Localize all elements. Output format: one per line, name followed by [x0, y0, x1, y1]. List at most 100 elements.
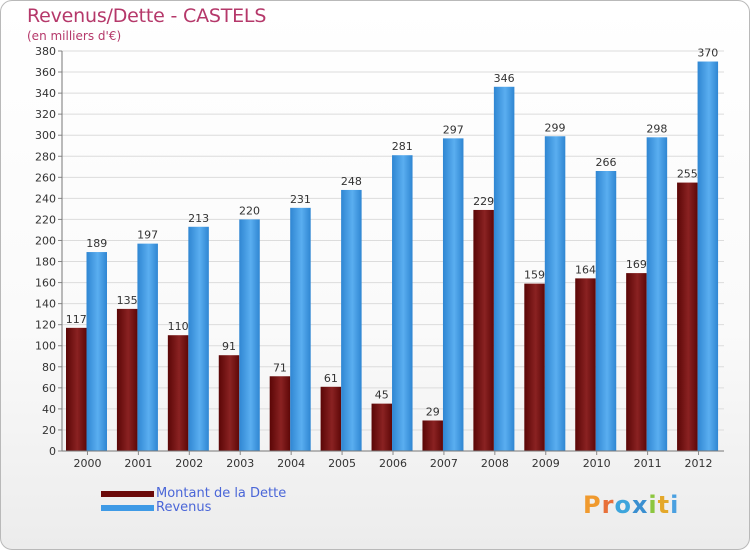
bar-debt: [626, 273, 647, 451]
y-tick-label: 120: [35, 319, 56, 332]
logo-letter: P: [583, 491, 602, 519]
legend-item-debt: Montant de la Dette: [101, 487, 286, 501]
data-label-debt: 255: [677, 168, 698, 181]
logo-letter: i: [648, 491, 658, 519]
bar-debt: [269, 376, 291, 451]
y-tick-label: 200: [35, 234, 56, 247]
bar-debt: [371, 403, 393, 451]
data-label-revenue: 370: [697, 47, 718, 60]
data-label-revenue: 346: [494, 72, 515, 85]
x-tick-label: 2002: [175, 457, 203, 470]
data-label-revenue: 189: [86, 237, 107, 250]
legend-label-debt: Montant de la Dette: [156, 486, 287, 501]
bar-debt: [473, 209, 494, 451]
x-tick-label: 2012: [685, 457, 713, 470]
data-label-debt: 169: [626, 258, 647, 271]
legend-swatch-debt: [101, 491, 154, 497]
y-tick-label: 320: [35, 108, 56, 121]
legend-item-revenue: Revenus: [101, 501, 286, 515]
bar-debt: [575, 278, 596, 451]
bar-revenue: [341, 189, 362, 451]
y-tick-label: 220: [35, 213, 56, 226]
x-tick-label: 2009: [532, 457, 560, 470]
y-tick-label: 360: [35, 66, 56, 79]
data-label-debt: 29: [426, 405, 440, 418]
x-tick-label: 2003: [226, 457, 254, 470]
data-label-revenue: 266: [595, 156, 616, 169]
data-label-debt: 117: [66, 313, 87, 326]
x-tick-label: 2011: [634, 457, 662, 470]
bar-revenue: [290, 207, 311, 451]
bar-revenue: [493, 86, 515, 451]
bar-debt: [524, 283, 545, 451]
data-label-debt: 61: [324, 372, 338, 385]
data-label-revenue: 297: [443, 123, 464, 136]
proxiti-logo: Proxiti: [583, 491, 679, 519]
bar-revenue: [646, 137, 668, 451]
y-tick-label: 380: [35, 45, 56, 58]
data-label-revenue: 281: [392, 140, 413, 153]
data-label-revenue: 213: [188, 212, 209, 225]
bar-debt: [320, 386, 342, 451]
x-tick-label: 2008: [481, 457, 509, 470]
logo-letter: o: [614, 491, 632, 519]
data-label-debt: 159: [524, 269, 545, 282]
bar-revenue: [392, 155, 413, 452]
bar-debt: [422, 420, 443, 451]
y-tick-label: 280: [35, 150, 56, 163]
x-tick-label: 2001: [124, 457, 152, 470]
y-tick-label: 40: [42, 403, 56, 416]
y-tick-label: 260: [35, 171, 56, 184]
legend-label-revenue: Revenus: [156, 500, 212, 515]
y-tick-label: 140: [35, 298, 56, 311]
y-tick-label: 180: [35, 256, 56, 269]
data-label-revenue: 231: [290, 193, 311, 206]
bar-revenue: [239, 219, 260, 451]
legend: Montant de la Dette Revenus: [101, 487, 286, 515]
data-label-revenue: 248: [341, 175, 362, 188]
logo-letter: x: [631, 491, 649, 519]
y-tick-label: 60: [42, 382, 56, 395]
bar-revenue: [595, 171, 617, 451]
x-tick-label: 2007: [430, 457, 458, 470]
y-tick-label: 340: [35, 87, 56, 100]
bar-debt: [677, 182, 698, 451]
y-tick-label: 240: [35, 192, 56, 205]
y-tick-label: 100: [35, 340, 56, 353]
bar-debt: [116, 308, 138, 451]
data-label-debt: 91: [222, 340, 236, 353]
bar-revenue: [544, 136, 566, 451]
bar-revenue: [86, 252, 107, 451]
x-tick-label: 2004: [277, 457, 305, 470]
chart-subtitle: (en milliers d'€): [27, 29, 122, 43]
x-tick-label: 2005: [328, 457, 356, 470]
logo-letter: r: [601, 491, 615, 519]
y-tick-label: 0: [49, 445, 56, 458]
logo-letter: i: [670, 491, 680, 519]
data-label-revenue: 220: [239, 204, 260, 217]
data-label-revenue: 197: [137, 229, 158, 242]
legend-swatch-revenue: [101, 505, 154, 511]
chart-title: Revenus/Dette - CASTELS: [27, 5, 267, 27]
bar-debt: [218, 355, 240, 451]
data-label-revenue: 299: [545, 121, 566, 134]
data-label-debt: 45: [375, 389, 389, 402]
data-label-debt: 229: [473, 195, 494, 208]
logo-letter: t: [657, 491, 671, 519]
data-label-debt: 71: [273, 361, 287, 374]
data-label-revenue: 298: [646, 122, 667, 135]
y-tick-label: 300: [35, 129, 56, 142]
bar-revenue: [442, 138, 464, 452]
bar-debt: [66, 327, 87, 451]
y-tick-label: 160: [35, 277, 56, 290]
bar-revenue: [697, 61, 719, 452]
y-tick-label: 80: [42, 361, 56, 374]
data-label-debt: 135: [117, 294, 138, 307]
x-tick-label: 2006: [379, 457, 407, 470]
bar-revenue: [188, 226, 209, 451]
bar-revenue: [137, 243, 158, 451]
y-tick-label: 20: [42, 424, 56, 437]
bar-debt: [167, 335, 189, 451]
